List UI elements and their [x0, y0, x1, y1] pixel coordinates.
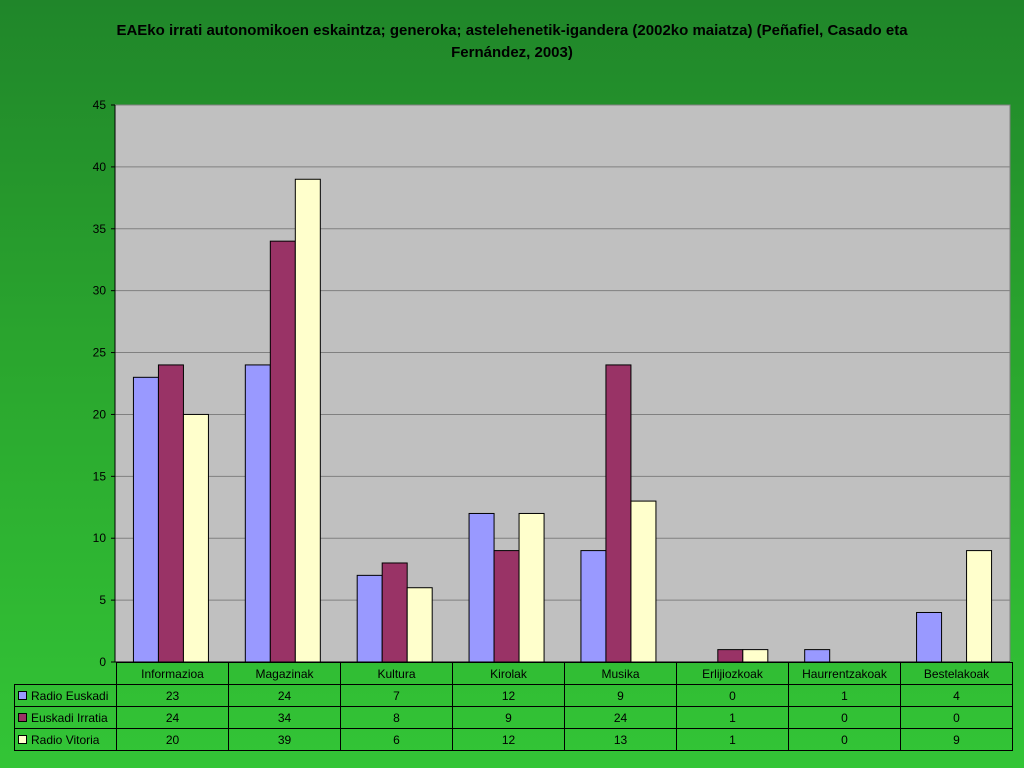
data-label: 39: [228, 728, 341, 751]
data-label: 12: [452, 728, 565, 751]
data-label: 9: [900, 728, 1013, 751]
y-tick-label: 5: [99, 593, 106, 607]
data-label: 1: [676, 728, 789, 751]
bar: [132, 376, 159, 663]
y-tick-label: 35: [93, 222, 107, 236]
data-label: 24: [228, 684, 341, 707]
bar: [294, 178, 321, 663]
x-tick-label: Erlijiozkoak: [676, 662, 789, 685]
bar: [804, 649, 831, 663]
x-tick-label: Haurrentzakoak: [788, 662, 901, 685]
table-corner: [14, 662, 117, 685]
data-label: 9: [564, 684, 677, 707]
legend-entry: Radio Vitoria: [14, 728, 117, 751]
y-tick-label: 25: [93, 346, 107, 360]
x-tick-label: Informazioa: [116, 662, 229, 685]
x-tick-label: Kultura: [340, 662, 453, 685]
chart-title: EAEko irrati autonomikoen eskaintza; gen…: [116, 22, 908, 61]
bar: [406, 587, 433, 663]
legend-swatch: [18, 734, 27, 744]
table-row: Radio Vitoria 20 39 6 12 13 1 0 9: [14, 728, 1013, 751]
data-table: Informazioa Magazinak Kultura Kirolak Musika…: [14, 662, 1013, 751]
data-label: 0: [788, 728, 901, 751]
data-label: 12: [452, 684, 565, 707]
bar: [269, 240, 296, 663]
data-label: 9: [452, 706, 565, 729]
table-row: Euskadi Irratia 24 34 8 9 24 1 0 0: [14, 706, 1013, 729]
y-tick-label: 10: [93, 531, 107, 545]
legend-swatch: [18, 690, 27, 700]
data-label: 1: [676, 706, 789, 729]
legend-swatch: [18, 712, 27, 722]
data-label: 23: [116, 684, 229, 707]
x-tick-label: Magazinak: [228, 662, 341, 685]
bar: [916, 611, 943, 663]
data-label: 8: [340, 706, 453, 729]
bar: [580, 550, 607, 663]
bar: [605, 364, 632, 663]
data-label: 0: [788, 706, 901, 729]
x-tick-label: Musika: [564, 662, 677, 685]
data-label: 7: [340, 684, 453, 707]
table-header-row: Informazioa Magazinak Kultura Kirolak Musika…: [14, 662, 1013, 685]
bar: [493, 550, 520, 663]
data-label: 24: [564, 706, 677, 729]
bar: [182, 413, 209, 663]
bar: [518, 512, 545, 663]
data-label: 13: [564, 728, 677, 751]
bar: [244, 364, 271, 663]
bar: [966, 550, 993, 663]
bar: [356, 574, 383, 663]
table-row: Radio Euskadi 23 24 7 12 9 0 1 4: [14, 684, 1013, 707]
data-label: 34: [228, 706, 341, 729]
y-tick-label: 0: [99, 655, 106, 669]
bar: [630, 500, 657, 663]
y-tick-label: 30: [93, 284, 107, 298]
legend-entry: Radio Euskadi: [14, 684, 117, 707]
legend-label: Radio Euskadi: [31, 688, 109, 703]
data-label: 24: [116, 706, 229, 729]
x-tick-label: Kirolak: [452, 662, 565, 685]
y-tick-label: 15: [93, 469, 107, 483]
y-tick-label: 40: [93, 160, 107, 174]
bar: [742, 649, 769, 663]
data-label: 0: [900, 706, 1013, 729]
legend-label: Euskadi Irratia: [31, 710, 108, 725]
bar: [381, 562, 408, 663]
data-label: 1: [788, 684, 901, 707]
y-tick-label: 45: [93, 98, 107, 112]
y-tick-label: 20: [93, 407, 107, 421]
bar: [157, 364, 184, 663]
bar: [717, 649, 744, 663]
data-label: 6: [340, 728, 453, 751]
data-label: 20: [116, 728, 229, 751]
x-tick-label: Bestelakoak: [900, 662, 1013, 685]
bar: [468, 512, 495, 663]
legend-entry: Euskadi Irratia: [14, 706, 117, 729]
legend-label: Radio Vitoria: [31, 732, 100, 747]
data-label: 4: [900, 684, 1013, 707]
data-label: 0: [676, 684, 789, 707]
